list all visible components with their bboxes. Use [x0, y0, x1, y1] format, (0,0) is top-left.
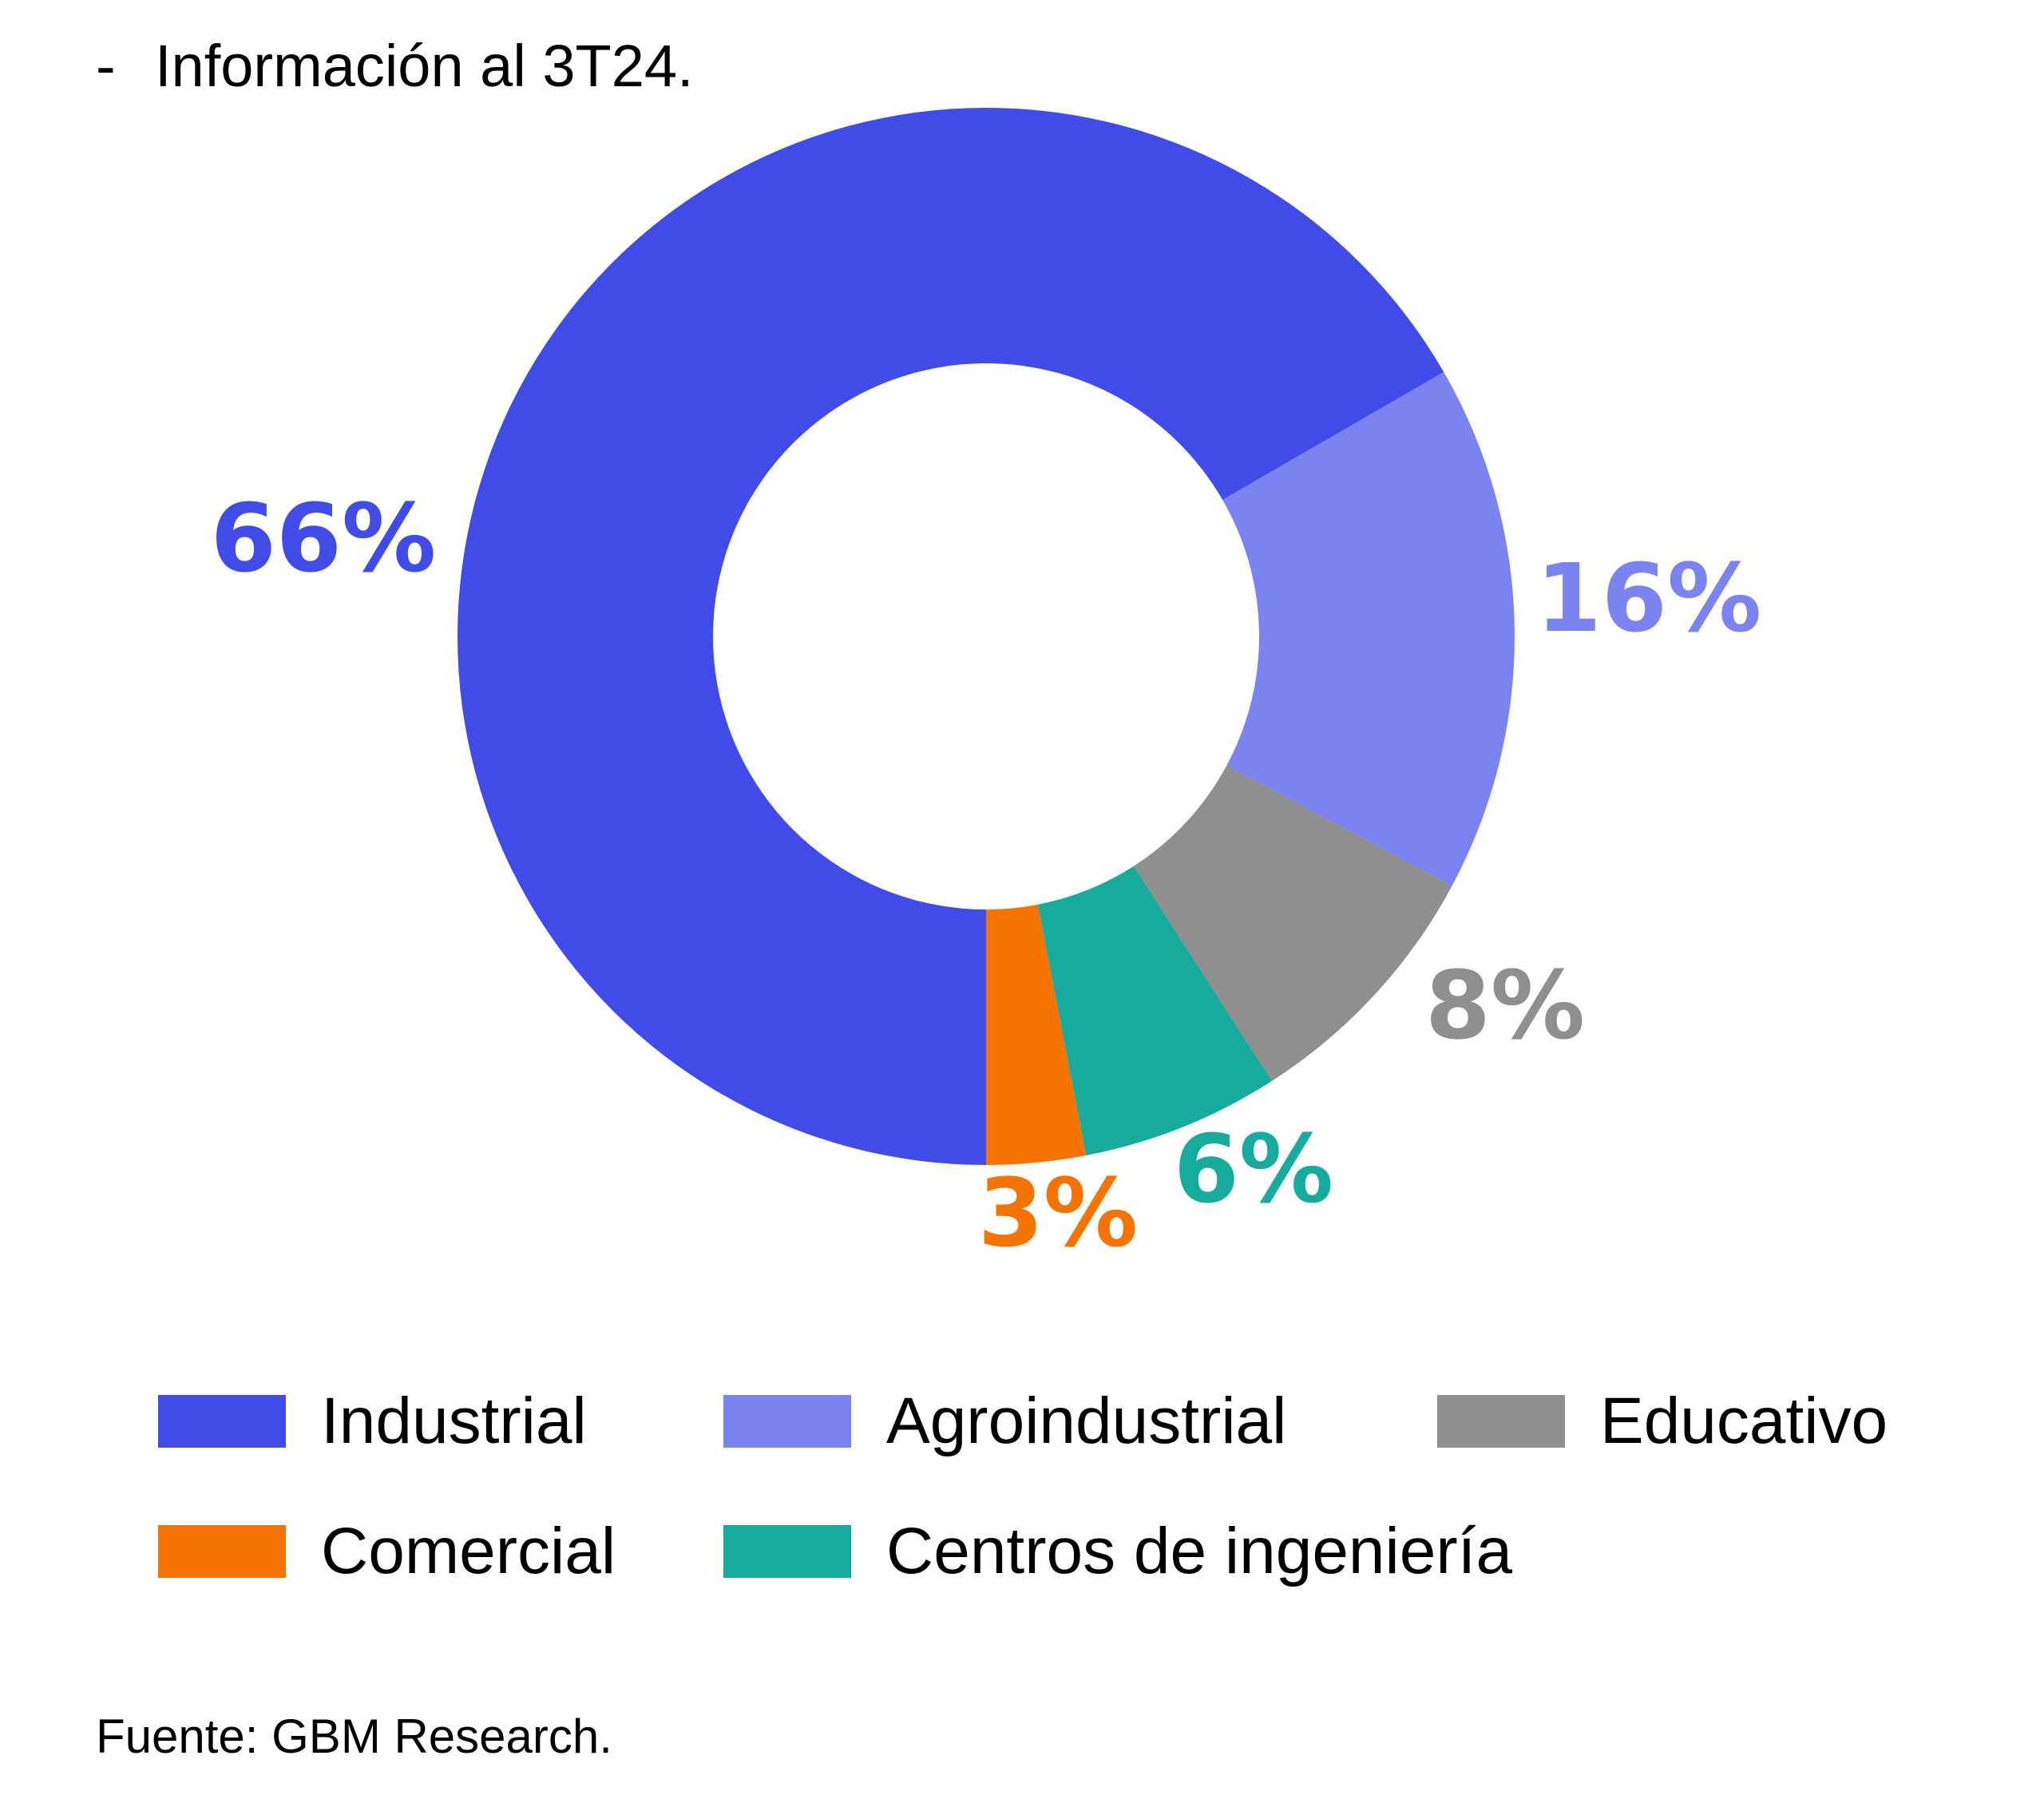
- slice-label-comercial: 3%: [978, 1158, 1138, 1268]
- slice-labels: 66% 16% 8% 6% 3%: [211, 483, 1761, 1268]
- donut-slices: [457, 108, 1515, 1165]
- donut-chart: 66% 16% 8% 6% 3%: [211, 108, 1761, 1268]
- slice-label-educativo: 8%: [1425, 950, 1585, 1060]
- slice-comercial: [986, 904, 1087, 1165]
- legend: Industrial Agroindustrial Educativo Come…: [158, 1385, 1947, 1657]
- legend-item-comercial: Comercial: [158, 1515, 616, 1587]
- legend-item-educativo: Educativo: [1437, 1385, 1888, 1457]
- legend-swatch-centros-de-ingenieria: [723, 1525, 851, 1578]
- legend-label-centros-de-ingenieria: Centros de ingeniería: [886, 1515, 1513, 1587]
- legend-label-industrial: Industrial: [321, 1385, 587, 1457]
- legend-swatch-comercial: [158, 1525, 286, 1578]
- slice-centros-de-ingenieria: [1037, 866, 1272, 1156]
- note-text: Información al 3T24.: [155, 33, 694, 99]
- legend-label-agroindustrial: Agroindustrial: [886, 1385, 1287, 1457]
- legend-item-agroindustrial: Agroindustrial: [723, 1385, 1286, 1457]
- note-dash: -: [96, 33, 116, 99]
- slice-agroindustrial: [1222, 372, 1515, 886]
- slice-educativo: [1133, 765, 1452, 1081]
- slice-label-agroindustrial: 16%: [1536, 543, 1761, 653]
- slice-label-centros-de-ingenieria: 6%: [1174, 1114, 1333, 1224]
- legend-swatch-industrial: [158, 1395, 286, 1448]
- source-note: Fuente: GBM Research.: [96, 1710, 612, 1763]
- legend-label-educativo: Educativo: [1600, 1385, 1888, 1457]
- slice-industrial: [457, 108, 1444, 1165]
- legend-item-industrial: Industrial: [158, 1385, 587, 1457]
- slice-label-industrial: 66%: [211, 483, 436, 593]
- chart-note: - Información al 3T24.: [96, 32, 694, 100]
- legend-item-centros-de-ingenieria: Centros de ingeniería: [723, 1515, 1513, 1587]
- legend-swatch-educativo: [1437, 1395, 1565, 1448]
- legend-label-comercial: Comercial: [321, 1515, 616, 1587]
- legend-swatch-agroindustrial: [723, 1395, 851, 1448]
